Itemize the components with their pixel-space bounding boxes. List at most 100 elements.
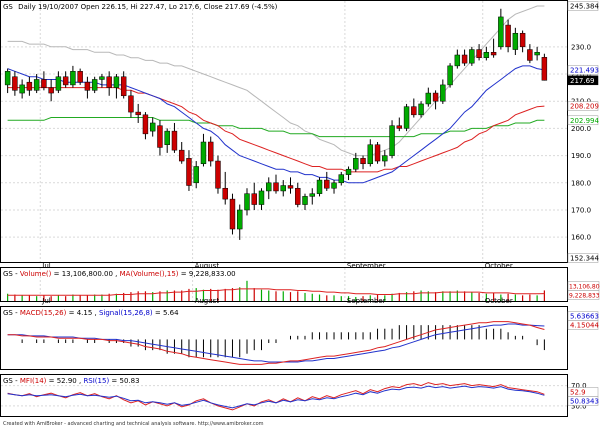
candle — [251, 182, 257, 210]
candle — [505, 19, 511, 53]
volume-title: GS - Volume() = 13,106,800.00 , MA(Volum… — [3, 270, 236, 278]
price-month-label: October — [485, 262, 513, 270]
candle-body — [273, 182, 279, 192]
mfi-label: MFI(14) — [20, 377, 47, 385]
candle-body — [142, 114, 149, 135]
price-value-badge-box — [567, 253, 599, 263]
candle — [41, 71, 47, 91]
candle-body — [302, 196, 308, 205]
volume-month-label: Jul — [41, 297, 51, 305]
candle — [106, 71, 112, 96]
price-value-badge-label: 217.69 — [570, 77, 595, 85]
volume-month-label: October — [485, 297, 513, 305]
candle — [519, 30, 526, 53]
mfi-rsi-value-badge: 52.9 — [567, 387, 599, 397]
candle — [483, 46, 490, 61]
volume-x-axis: Jul August September October — [41, 297, 513, 305]
candle — [229, 193, 236, 235]
candle-body — [403, 106, 410, 129]
volume-ma-red-line — [7, 288, 545, 296]
candle-body — [425, 92, 432, 105]
price-month-label: August — [195, 262, 220, 270]
candle — [287, 177, 294, 194]
candle-body — [41, 79, 47, 88]
price-value-badge-label: 208.209 — [570, 103, 599, 111]
candle-body — [91, 79, 98, 91]
volume-panel: Jul August September October 13,106,800 9,22… — [0, 267, 600, 305]
candle-body — [193, 166, 199, 184]
macd-title-ticker: GS — [3, 309, 13, 317]
volume-title-label: Volume() — [20, 270, 52, 278]
price-value-badge-box — [567, 65, 599, 75]
price-title-ticker: GS — [3, 3, 13, 11]
candle-body — [244, 193, 250, 211]
candle-body — [157, 125, 163, 148]
candle — [512, 27, 519, 55]
candle — [461, 49, 468, 66]
candle-body — [186, 158, 192, 186]
volume-month-lines — [39, 268, 484, 301]
volume-title-ticker: GS — [3, 270, 13, 278]
volume-ma-line — [7, 288, 545, 296]
candle-body — [490, 52, 497, 56]
candlestick-series — [4, 8, 548, 240]
candle-body — [70, 71, 76, 86]
candle-body — [432, 92, 439, 102]
candle-body — [280, 185, 286, 192]
mfi-rsi-title-ticker: GS — [3, 377, 13, 385]
candle-body — [360, 158, 366, 165]
price-value-badge-label: 245.384 — [570, 3, 599, 11]
candle-body — [113, 76, 120, 88]
volume-badges: 13,106,800 9,228,833 — [567, 281, 600, 300]
candle — [258, 188, 265, 210]
candle — [70, 65, 76, 88]
candle-body — [84, 81, 91, 91]
candle-body — [120, 76, 127, 97]
volume-title-value: 13,106,800.00 — [62, 270, 113, 278]
candle-body — [374, 144, 381, 162]
candle — [113, 74, 120, 99]
mfi-rsi-value-badge-label: 50.8343 — [570, 398, 599, 406]
candle-body — [447, 65, 453, 86]
candle — [178, 142, 185, 164]
candle-body — [208, 141, 214, 162]
candle — [4, 68, 11, 94]
candle-body — [461, 54, 468, 64]
price-month-label: Jul — [41, 262, 51, 270]
candle — [418, 101, 424, 118]
candle-body — [519, 32, 526, 48]
candle-body — [353, 158, 359, 170]
price-value-badge: 208.209 — [567, 101, 599, 111]
candle — [403, 103, 410, 132]
candle-body — [12, 76, 18, 91]
candle-body — [367, 144, 374, 165]
candle-body — [171, 130, 178, 151]
candle-body — [483, 52, 490, 58]
price-y-tick-label: 170.0 — [571, 206, 591, 214]
mfi-rsi-y-axis: 70.0 30.0 52.950.8343 — [567, 382, 599, 410]
candle — [353, 152, 359, 172]
candle — [171, 122, 178, 153]
price-y-tick-label: 190.0 — [571, 152, 591, 160]
macd-value-badge-label: 5.63663 — [570, 313, 599, 321]
candle — [382, 150, 388, 167]
candle-body — [251, 193, 257, 205]
candle-body — [534, 52, 540, 56]
candle — [476, 44, 482, 61]
candle-body — [396, 125, 403, 129]
candle — [200, 133, 207, 167]
candle-body — [222, 187, 228, 200]
candle — [77, 68, 83, 85]
rsi-value: 50.83 — [120, 377, 140, 385]
candle-body — [382, 155, 388, 162]
rsi-label: RSI(15) — [83, 377, 109, 385]
mfi-rsi-title: GS - MFI(14) = 52.90 , RSI(15) = 50.83 — [3, 377, 140, 385]
candle-body — [309, 193, 315, 197]
macd-lines — [7, 321, 545, 365]
price-x-axis: Jul August September October — [41, 262, 513, 270]
price-value-badge: 245.384 — [567, 1, 599, 11]
volume-month-label: August — [195, 297, 220, 305]
candle — [527, 44, 533, 64]
mfi-rsi-lines — [7, 382, 545, 411]
